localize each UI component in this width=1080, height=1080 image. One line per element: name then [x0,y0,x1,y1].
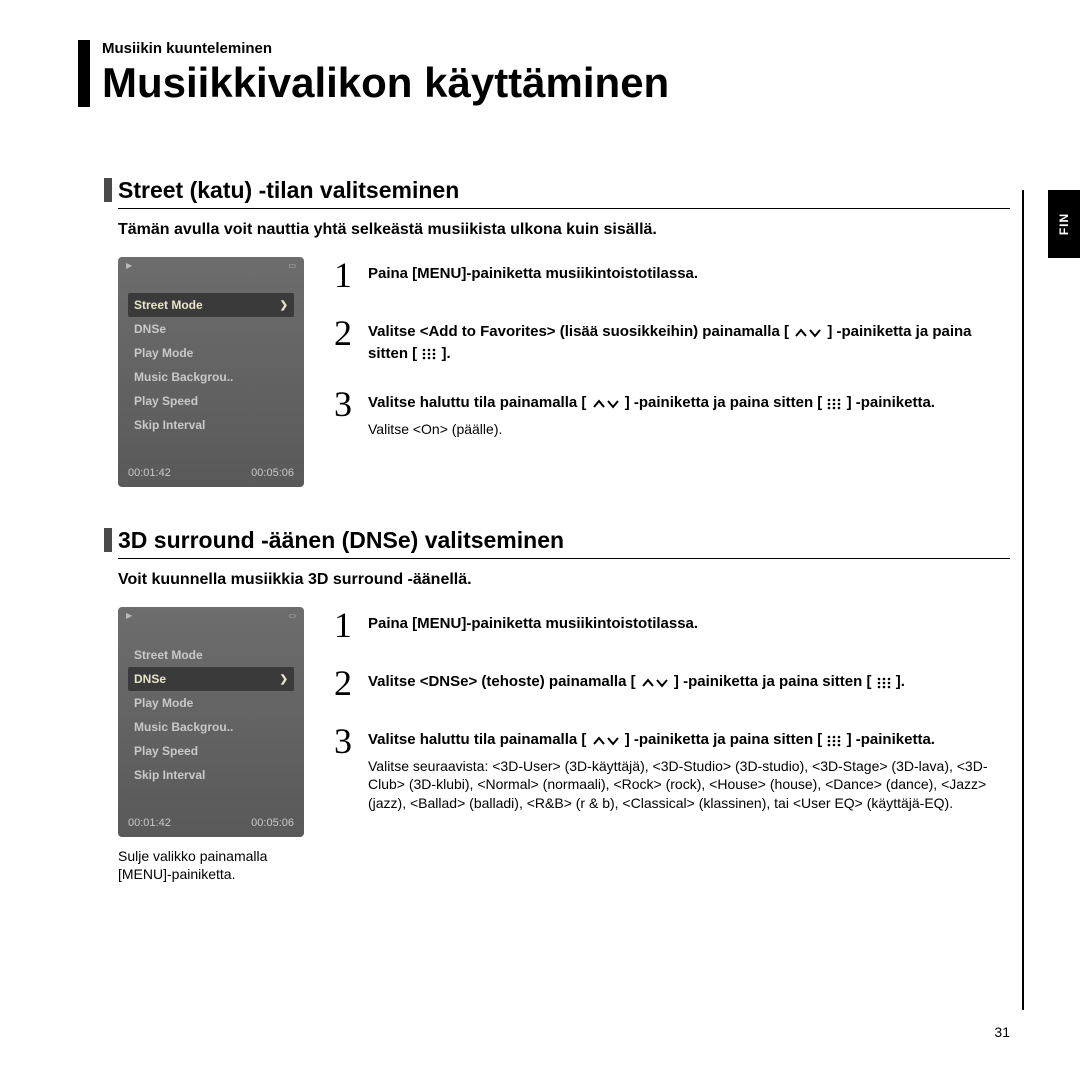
device-menu-item: Music Backgrou.. [128,365,294,389]
section-heading: 3D surround -äänen (DNSe) valitseminen [118,527,1010,559]
device-time-row: 00:01:42 00:05:06 [128,467,294,479]
up-down-icon [591,393,621,414]
device-mockup: ▶▭ Street Mode DNSe ❯ Play Mode Music Backgr… [118,607,304,837]
up-down-icon [591,730,621,751]
step: 1 Paina [MENU]-painiketta musiikintoistot… [334,607,1010,643]
title-accent-bar [78,40,90,107]
menu-item-label: Music Backgrou.. [134,720,233,734]
menu-item-label: Skip Interval [134,768,205,782]
device-menu-list: Street Mode ❯ DNSe Play Mode Music Backgrou.… [128,293,294,437]
device-menu-list: Street Mode DNSe ❯ Play Mode Music Backgrou.… [128,643,294,787]
menu-item-label: Play Mode [134,696,193,710]
menu-item-label: Street Mode [134,648,203,662]
chevron-right-icon: ❯ [280,300,288,311]
step-number: 1 [334,607,358,643]
language-tab: FIN [1048,190,1080,258]
language-tab-label: FIN [1057,213,1071,235]
menu-item-label: Skip Interval [134,418,205,432]
menu-item-label: Play Speed [134,394,198,408]
device-menu-item: DNSe ❯ [128,667,294,691]
device-menu-item: Music Backgrou.. [128,715,294,739]
menu-item-label: Play Speed [134,744,198,758]
step-text: Valitse <DNSe> (tehoste) painamalla [ ] … [368,673,905,690]
device-column: ▶▭ Street Mode ❯ DNSe Play Mode Music Backgr… [118,257,304,487]
step-number: 3 [334,723,358,813]
device-menu-item: Street Mode ❯ [128,293,294,317]
step: 2 Valitse <DNSe> (tehoste) painamalla [ ]… [334,665,1010,701]
step-text: Valitse haluttu tila painamalla [ ] -pai… [368,394,935,411]
section-street-mode: Street (katu) -tilan valitseminen Tämän … [90,177,1010,487]
grid-icon [826,730,842,751]
device-mockup: ▶▭ Street Mode ❯ DNSe Play Mode Music Backgr… [118,257,304,487]
section-dnse: 3D surround -äänen (DNSe) valitseminen V… [90,527,1010,883]
breadcrumb: Musiikin kuunteleminen [90,40,1010,57]
title-block: Musiikin kuunteleminen Musiikkivalikon k… [90,40,1010,107]
section-intro: Tämän avulla voit nauttia yhtä selkeästä… [118,221,1010,239]
page-title: Musiikkivalikon käyttäminen [90,59,1010,107]
device-status-bar: ▶▭ [126,611,296,621]
time-elapsed: 00:01:42 [128,817,171,829]
up-down-icon [640,672,670,693]
device-caption: Sulje valikko painamalla [MENU]-painiket… [118,847,304,883]
page-number: 31 [994,1024,1010,1040]
grid-icon [826,393,842,414]
time-elapsed: 00:01:42 [128,467,171,479]
time-total: 00:05:06 [251,467,294,479]
menu-item-label: Play Mode [134,346,193,360]
menu-item-label: DNSe [134,322,166,336]
device-menu-item: Play Speed [128,389,294,413]
step: 3 Valitse haluttu tila painamalla [ ] -pa… [334,386,1010,438]
step-number: 2 [334,315,358,364]
step-text: Valitse <Add to Favorites> (lisää suosik… [368,323,972,362]
device-menu-item: Street Mode [128,643,294,667]
section-intro: Voit kuunnella musiikkia 3D surround -ää… [118,571,1010,589]
chevron-right-icon: ❯ [280,674,288,685]
step-note: Valitse seuraavista: <3D-User> (3D-käytt… [368,757,1010,814]
grid-icon [876,672,892,693]
steps-list: 1 Paina [MENU]-painiketta musiikintoistot… [334,607,1010,883]
device-menu-item: DNSe [128,317,294,341]
device-menu-item: Skip Interval [128,763,294,787]
device-menu-item: Play Speed [128,739,294,763]
menu-item-label: Street Mode [134,298,203,312]
step-text: Paina [MENU]-painiketta musiikintoistoti… [368,265,698,282]
up-down-icon [793,322,823,343]
steps-list: 1 Paina [MENU]-painiketta musiikintoistot… [334,257,1010,487]
device-menu-item: Play Mode [128,341,294,365]
section-heading: Street (katu) -tilan valitseminen [118,177,1010,209]
grid-icon [421,343,437,364]
step-number: 2 [334,665,358,701]
step: 1 Paina [MENU]-painiketta musiikintoistot… [334,257,1010,293]
step: 2 Valitse <Add to Favorites> (lisää suosi… [334,315,1010,364]
step-text: Paina [MENU]-painiketta musiikintoistoti… [368,615,698,632]
device-menu-item: Skip Interval [128,413,294,437]
menu-item-label: Music Backgrou.. [134,370,233,384]
step: 3 Valitse haluttu tila painamalla [ ] -pa… [334,723,1010,813]
device-menu-item: Play Mode [128,691,294,715]
step-number: 3 [334,386,358,438]
menu-item-label: DNSe [134,672,166,686]
time-total: 00:05:06 [251,817,294,829]
device-column: ▶▭ Street Mode DNSe ❯ Play Mode Music Backgr… [118,607,304,883]
step-note: Valitse <On> (päälle). [368,420,1010,439]
device-time-row: 00:01:42 00:05:06 [128,817,294,829]
step-text: Valitse haluttu tila painamalla [ ] -pai… [368,731,935,748]
right-margin-bar [1022,190,1024,1010]
step-number: 1 [334,257,358,293]
device-status-bar: ▶▭ [126,261,296,271]
